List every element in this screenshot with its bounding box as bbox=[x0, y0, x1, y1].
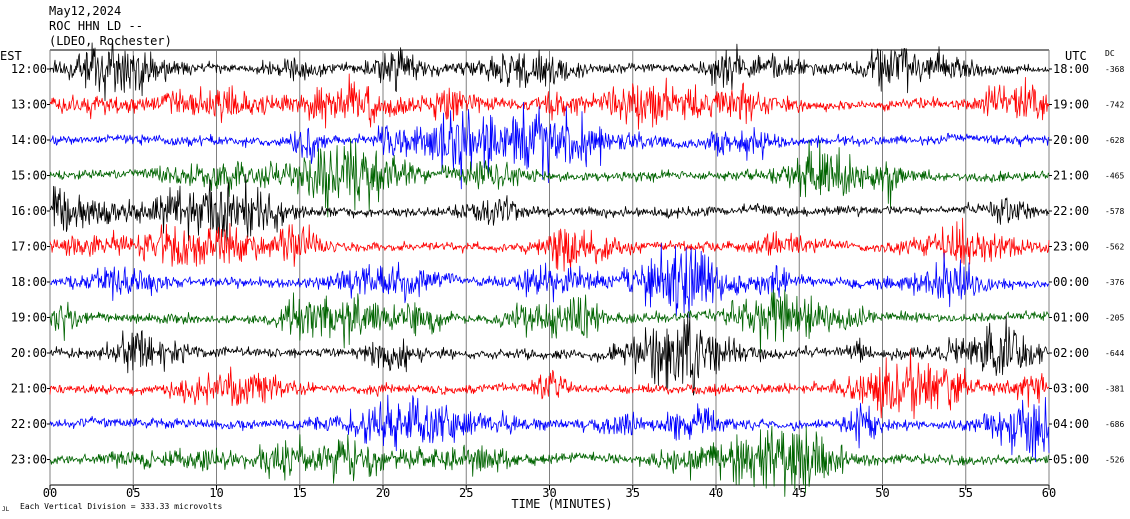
trace-1900 bbox=[49, 289, 1050, 354]
dc-offset-label: -644 bbox=[1105, 349, 1124, 358]
trace-1500 bbox=[49, 138, 1050, 218]
dc-offset-label: -526 bbox=[1105, 456, 1124, 465]
dc-offset-label: -686 bbox=[1105, 420, 1124, 429]
utc-hour-label: 18:00 bbox=[1053, 62, 1089, 76]
dc-offset-label: -628 bbox=[1105, 136, 1124, 145]
trace-1400 bbox=[49, 101, 1050, 190]
est-hour-label: 19:00 bbox=[11, 311, 47, 325]
est-hour-label: 16:00 bbox=[11, 204, 47, 218]
est-hour-label: 23:00 bbox=[11, 453, 47, 467]
est-hour-label: 18:00 bbox=[11, 275, 47, 289]
est-hour-label: 12:00 bbox=[11, 62, 47, 76]
dc-offset-label: -742 bbox=[1105, 101, 1124, 110]
est-hour-label: 13:00 bbox=[11, 98, 47, 112]
utc-axis-label: UTC bbox=[1065, 49, 1087, 63]
x-tick-label-25: 25 bbox=[459, 486, 473, 500]
x-tick-label-10: 10 bbox=[209, 486, 223, 500]
corner-mark: JL bbox=[2, 506, 10, 513]
trace-1300 bbox=[49, 73, 1050, 130]
utc-hour-label: 02:00 bbox=[1053, 346, 1089, 360]
x-tick-label-20: 20 bbox=[376, 486, 390, 500]
x-tick-label-55: 55 bbox=[959, 486, 973, 500]
dc-offset-label: -562 bbox=[1105, 243, 1124, 252]
x-tick-label-30: 30 bbox=[542, 486, 556, 500]
est-hour-label: 14:00 bbox=[11, 133, 47, 147]
dc-axis-label: DC bbox=[1105, 49, 1115, 58]
x-tick-label-50: 50 bbox=[875, 486, 889, 500]
est-hour-label: 17:00 bbox=[11, 240, 47, 254]
dc-offset-label: -465 bbox=[1105, 172, 1124, 181]
network-label: (LDEO, Rochester) bbox=[49, 34, 172, 48]
dc-offset-label: -368 bbox=[1105, 65, 1124, 74]
utc-hour-label: 00:00 bbox=[1053, 275, 1089, 289]
utc-hour-label: 19:00 bbox=[1053, 98, 1089, 112]
utc-hour-label: 21:00 bbox=[1053, 169, 1089, 183]
dc-offset-label: -578 bbox=[1105, 207, 1124, 216]
utc-hour-label: 01:00 bbox=[1053, 311, 1089, 325]
x-tick-label-15: 15 bbox=[293, 486, 307, 500]
trace-2300 bbox=[50, 425, 1050, 497]
dc-offset-label: -205 bbox=[1105, 314, 1124, 323]
trace-2200 bbox=[49, 394, 1050, 463]
dc-offset-label: -376 bbox=[1105, 278, 1124, 287]
utc-hour-label: 23:00 bbox=[1053, 240, 1089, 254]
utc-hour-label: 05:00 bbox=[1053, 453, 1089, 467]
utc-hour-label: 03:00 bbox=[1053, 382, 1089, 396]
x-axis-title: TIME (MINUTES) bbox=[511, 497, 612, 511]
date-label: May12,2024 bbox=[49, 4, 122, 18]
dc-offset-label: -381 bbox=[1105, 385, 1124, 394]
utc-hour-label: 20:00 bbox=[1053, 133, 1089, 147]
trace-1700 bbox=[49, 217, 1050, 272]
trace-1800 bbox=[49, 242, 1049, 318]
est-hour-label: 15:00 bbox=[11, 169, 47, 183]
x-tick-label-60: 60 bbox=[1042, 486, 1056, 500]
x-tick-label-00: 00 bbox=[43, 486, 57, 500]
scale-note: Each Vertical Division = 333.33 microvol… bbox=[20, 502, 222, 511]
est-hour-label: 20:00 bbox=[11, 346, 47, 360]
x-tick-label-35: 35 bbox=[626, 486, 640, 500]
utc-hour-label: 04:00 bbox=[1053, 417, 1089, 431]
grid-lines bbox=[47, 49, 1052, 490]
trace-2100 bbox=[49, 348, 1050, 420]
station-label: ROC HHN LD -- bbox=[49, 19, 143, 33]
trace-1200 bbox=[49, 42, 1050, 102]
axis-labels: EST UTC DC TIME (MINUTES) Each Vertical … bbox=[0, 49, 1124, 513]
x-tick-label-40: 40 bbox=[709, 486, 723, 500]
est-axis-label: EST bbox=[0, 49, 22, 63]
est-hour-label: 22:00 bbox=[11, 417, 47, 431]
x-tick-label-05: 05 bbox=[126, 486, 140, 500]
x-tick-label-45: 45 bbox=[792, 486, 806, 500]
seismic-traces bbox=[49, 42, 1050, 497]
utc-hour-label: 22:00 bbox=[1053, 204, 1089, 218]
trace-2000 bbox=[49, 313, 1050, 396]
est-hour-label: 21:00 bbox=[11, 382, 47, 396]
